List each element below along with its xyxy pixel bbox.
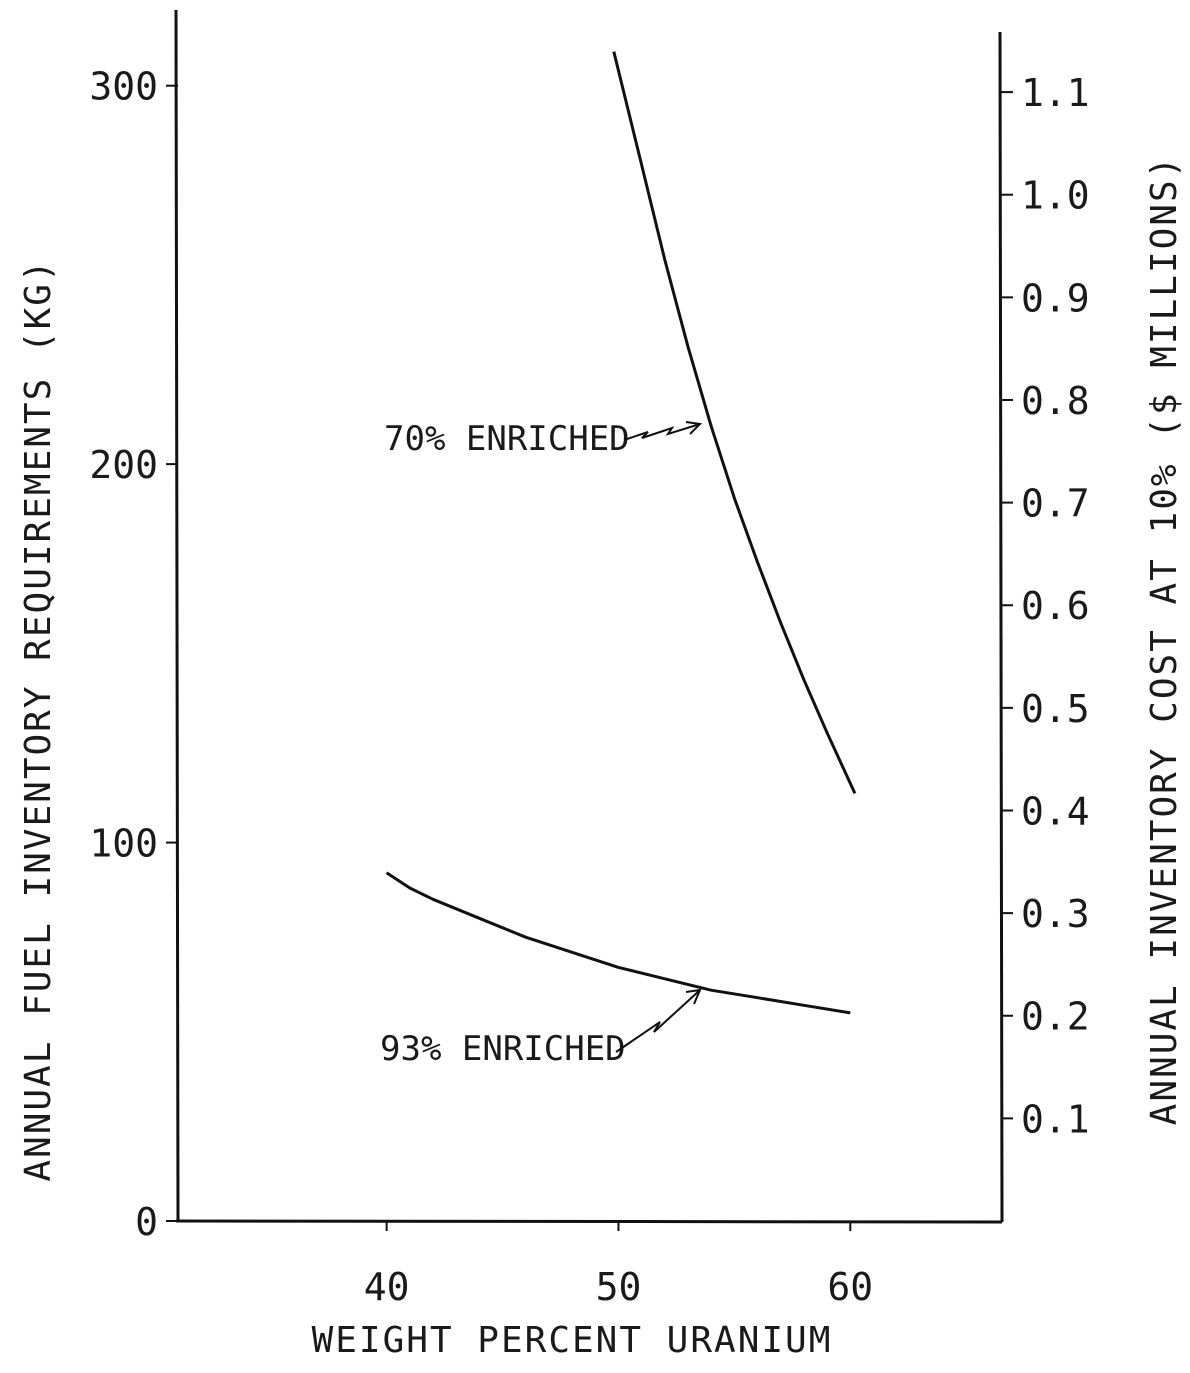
- annotation-93-label: 93% ENRICHED: [380, 1029, 626, 1069]
- series-line-1: [385, 871, 851, 1015]
- bottom-axis: [175, 1219, 1003, 1224]
- plot-frame: [174, 9, 1004, 1224]
- y2-tick-label-4: 0.5: [1021, 687, 1090, 731]
- x-tick-label-1: 50: [596, 1265, 642, 1309]
- y2-tick-label-2: 0.3: [1021, 892, 1090, 936]
- y-tick-label-0: 0: [135, 1200, 158, 1244]
- y2-axis-ticks: 0.1 0.2 0.3 0.4 0.5 0.6 0.7 0.8 0.9 1.0 1.1: [1001, 71, 1090, 1141]
- y2-tick-label-3: 0.4: [1021, 789, 1090, 833]
- y-tick-label-2: 200: [89, 443, 158, 487]
- y2-axis-title: ANNUAL INVENTORY COST AT 10% ($ MILLIONS…: [1144, 155, 1185, 1126]
- x-tick-label-2: 60: [827, 1265, 873, 1309]
- series-lines: [385, 51, 857, 1015]
- annotation-70: 70% ENRICHED: [384, 419, 703, 459]
- annotation-93: 93% ENRICHED: [380, 988, 702, 1069]
- y2-tick-label-8: 0.9: [1021, 276, 1090, 320]
- y2-tick-label-1: 0.2: [1021, 995, 1090, 1039]
- y2-tick-label-7: 0.8: [1021, 379, 1090, 423]
- y-tick-label-3: 300: [89, 65, 158, 109]
- annotation-70-arrow: [623, 423, 701, 441]
- y-axis-ticks: 0 100 200 300: [89, 65, 178, 1244]
- annotation-70-arrowhead: [685, 421, 703, 435]
- left-axis: [174, 9, 180, 1223]
- y2-tick-label-10: 1.1: [1021, 71, 1090, 115]
- y-tick-label-1: 100: [89, 822, 158, 866]
- x-axis-title: WEIGHT PERCENT URANIUM: [312, 1320, 833, 1361]
- x-tick-label-0: 40: [364, 1265, 410, 1309]
- y2-tick-label-5: 0.6: [1021, 584, 1090, 628]
- annotation-93-arrowhead: [685, 988, 702, 1005]
- y2-tick-label-6: 0.7: [1021, 482, 1090, 526]
- right-axis: [998, 31, 1004, 1223]
- y-axis-title: ANNUAL FUEL INVENTORY REQUIREMENTS (KG): [18, 258, 59, 1181]
- series-line-0: [612, 51, 857, 795]
- x-axis-ticks: 40 50 60: [364, 1221, 873, 1309]
- annotation-70-label: 70% ENRICHED: [384, 419, 630, 459]
- annotation-93-arrow: [615, 989, 701, 1053]
- y2-tick-label-0: 0.1: [1021, 1097, 1090, 1141]
- y2-tick-label-9: 1.0: [1021, 174, 1090, 218]
